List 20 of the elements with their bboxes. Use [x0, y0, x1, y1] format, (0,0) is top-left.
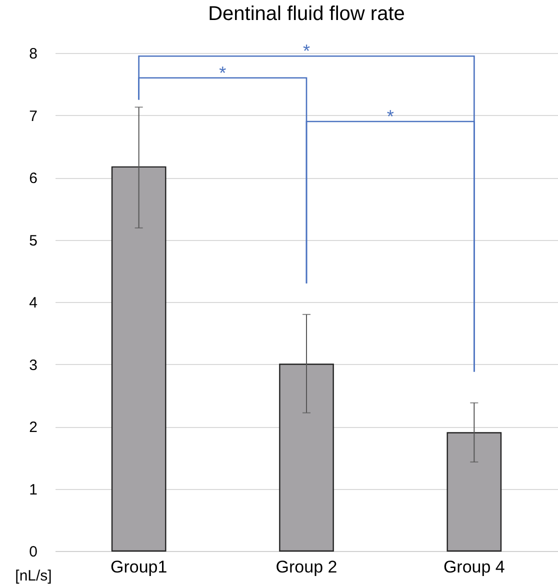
bar	[279, 364, 334, 552]
annotation: *	[386, 106, 394, 126]
y-tick-label: 6	[29, 170, 38, 187]
y-tick-label: 0	[29, 544, 38, 560]
y-tick-label: 5	[29, 232, 38, 250]
bar	[446, 432, 502, 552]
x-tick-label: Group 4	[443, 558, 505, 576]
y-tick-label: 2	[29, 419, 38, 436]
y-tick-label: 7	[29, 108, 38, 125]
x-tick-label: Group 2	[276, 558, 338, 576]
chart-title: Dentinal fluid flow rate	[208, 3, 405, 25]
bar	[111, 166, 166, 552]
annotation: *	[302, 41, 310, 62]
y-tick-label: 3	[29, 356, 38, 374]
y-axis-title: [nL/s]	[15, 568, 52, 584]
y-tick-label: 4	[29, 294, 38, 312]
annotation: *	[219, 62, 226, 83]
x-tick-label: Group1	[110, 558, 168, 576]
y-tick-label: 8	[29, 46, 38, 62]
y-tick-label: 1	[29, 481, 38, 498]
